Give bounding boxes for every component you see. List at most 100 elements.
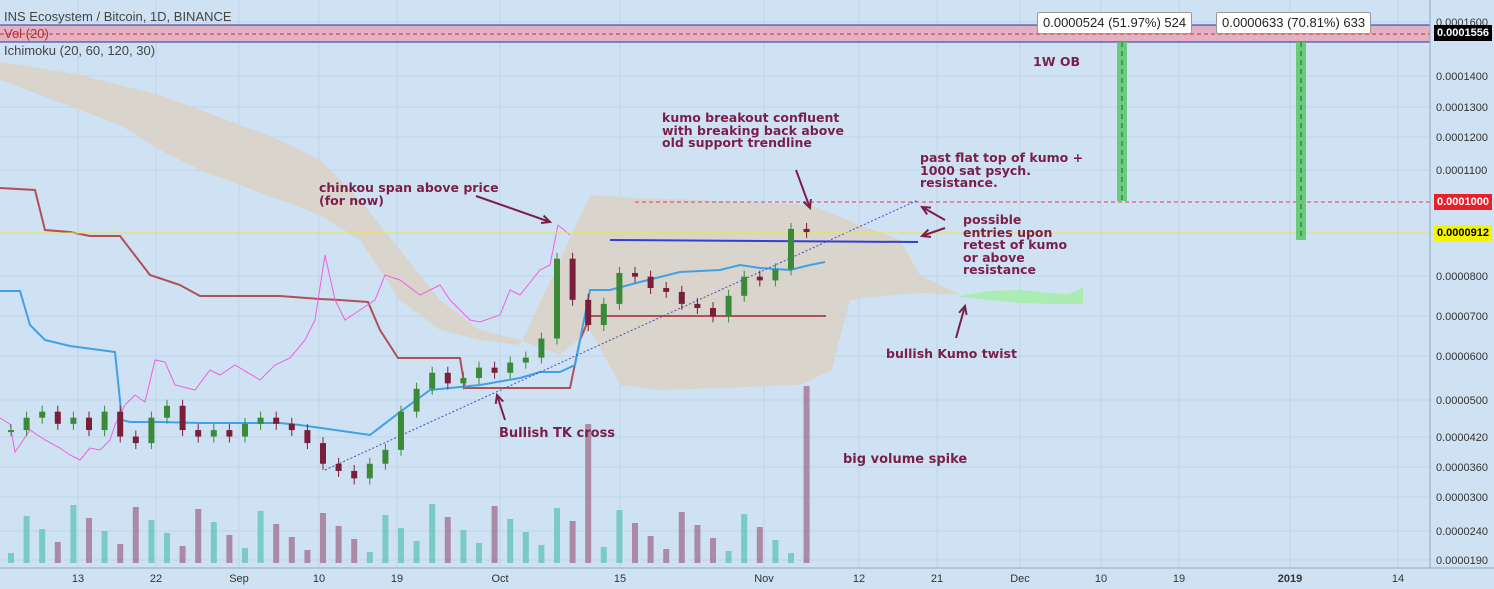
price-tag-ob-top: 0.0001556 — [1434, 25, 1492, 41]
volume-bar-35 — [554, 508, 560, 563]
volume-bar-9 — [148, 520, 155, 563]
candle-body-39 — [616, 272, 623, 304]
note-kumo-twist: bullish Kumo twist — [886, 346, 1017, 361]
candle-body-42 — [663, 288, 670, 292]
y-tick-label-3: 0.0001200 — [1436, 132, 1488, 144]
y-tick-label-6: 0.0000700 — [1436, 311, 1488, 323]
candle-body-37 — [585, 299, 592, 326]
volume-bar-14 — [226, 535, 233, 563]
candle-body-33 — [522, 357, 529, 363]
candle-body-1 — [23, 417, 30, 431]
volume-bar-42 — [663, 549, 670, 563]
candle-body-13 — [210, 430, 217, 437]
candle-body-16 — [257, 417, 264, 424]
volume-bar-5 — [86, 518, 92, 563]
note-tk-cross: Bullish TK cross — [499, 426, 616, 441]
arrow-entries-1-head — [919, 205, 932, 215]
candle-body-35 — [554, 258, 560, 339]
volume-bar-48 — [756, 527, 763, 563]
candle-body-24 — [382, 449, 389, 464]
arrow-chinkou — [475, 195, 551, 223]
candle-body-4 — [70, 417, 77, 424]
candle-body-23 — [366, 463, 373, 479]
volume-bar-50 — [788, 553, 794, 563]
volume-bar-25 — [398, 528, 404, 563]
candle-body-14 — [226, 430, 233, 437]
x-tick-label-2: Sep — [229, 573, 249, 585]
candle-body-41 — [647, 276, 654, 289]
candle-body-45 — [710, 307, 716, 317]
volume-bar-0 — [8, 553, 14, 563]
volume-bar-28 — [444, 517, 451, 563]
candle-body-3 — [54, 411, 61, 424]
y-tick-label-8: 0.0000500 — [1436, 395, 1488, 407]
volume-bar-38 — [600, 547, 607, 563]
y-tick-label-11: 0.0000300 — [1436, 492, 1488, 504]
y-tick-label-4: 0.0001100 — [1436, 165, 1487, 177]
volume-bar-41 — [647, 536, 654, 563]
x-tick-label-5: Oct — [491, 573, 508, 585]
candle-body-6 — [101, 411, 108, 431]
volume-bar-29 — [460, 530, 467, 563]
candle-body-21 — [335, 463, 342, 471]
volume-bar-26 — [413, 541, 420, 563]
arrow-entries-2-head — [919, 228, 932, 239]
volume-bar-39 — [616, 510, 623, 563]
volume-bar-51 — [803, 386, 810, 563]
x-tick-label-6: 15 — [614, 573, 626, 585]
x-tick-label-11: 10 — [1095, 573, 1107, 585]
volume-bar-6 — [101, 531, 108, 563]
x-tick-label-7: Nov — [754, 573, 774, 585]
volume-bar-46 — [725, 551, 732, 563]
candle-body-44 — [694, 303, 701, 308]
note-volume-spike: big volume spike — [843, 452, 968, 467]
volume-bar-15 — [242, 548, 248, 563]
volume-bar-1 — [23, 516, 30, 563]
volume-bar-36 — [569, 521, 576, 563]
volume-bar-7 — [117, 544, 124, 563]
arrow-kumo-breakout — [795, 169, 811, 209]
note-kumo-breakout: kumo breakout confluent with breaking ba… — [662, 110, 844, 150]
candle-body-32 — [507, 362, 514, 373]
volume-bar-33 — [522, 532, 529, 563]
y-tick-label-2: 0.0001300 — [1436, 102, 1488, 114]
measure-bar-1 — [1117, 42, 1127, 201]
candle-body-38 — [600, 303, 607, 326]
price-tag-current: 0.0000912 — [1434, 225, 1492, 241]
candle-body-0 — [8, 430, 14, 433]
note-chinkou: chinkou span above price (for now) — [319, 180, 499, 208]
volume-bar-24 — [382, 515, 389, 563]
candle-body-17 — [273, 417, 280, 424]
measure-label-1: 0.0000524 (51.97%) 524 — [1037, 12, 1193, 34]
volume-bar-22 — [351, 539, 358, 563]
volume-bar-18 — [288, 537, 295, 563]
legend-volume: Vol (20) — [4, 26, 49, 41]
arrow-chinkou-head — [540, 214, 553, 225]
volume-bar-19 — [304, 550, 311, 563]
candle-body-47 — [741, 276, 748, 296]
candle-body-11 — [179, 405, 186, 431]
volume-bar-43 — [678, 512, 685, 563]
volume-bar-30 — [476, 543, 482, 563]
candle-body-20 — [320, 443, 326, 464]
x-tick-label-12: 19 — [1173, 573, 1185, 585]
legend: INS Ecosystem / Bitcoin, 1D, BINANCE Vol… — [4, 8, 232, 59]
x-tick-label-1: 22 — [150, 573, 162, 585]
candle-body-48 — [756, 276, 763, 281]
volume-bar-2 — [39, 529, 46, 563]
arrow-kumo-breakout-head — [802, 198, 812, 211]
volume-bar-13 — [210, 522, 217, 563]
candle-body-28 — [444, 372, 451, 384]
trendline — [324, 199, 919, 471]
candle-body-40 — [632, 272, 638, 277]
candle-body-49 — [772, 269, 779, 281]
volume-bar-12 — [195, 509, 202, 563]
candle-body-51 — [803, 228, 810, 233]
x-tick-label-8: 12 — [853, 573, 865, 585]
measure-label-2: 0.0000633 (70.81%) 633 — [1216, 12, 1372, 34]
y-tick-label-9: 0.0000420 — [1436, 432, 1488, 444]
volume-bar-32 — [507, 519, 514, 563]
y-tick-label-12: 0.0000240 — [1436, 526, 1488, 538]
